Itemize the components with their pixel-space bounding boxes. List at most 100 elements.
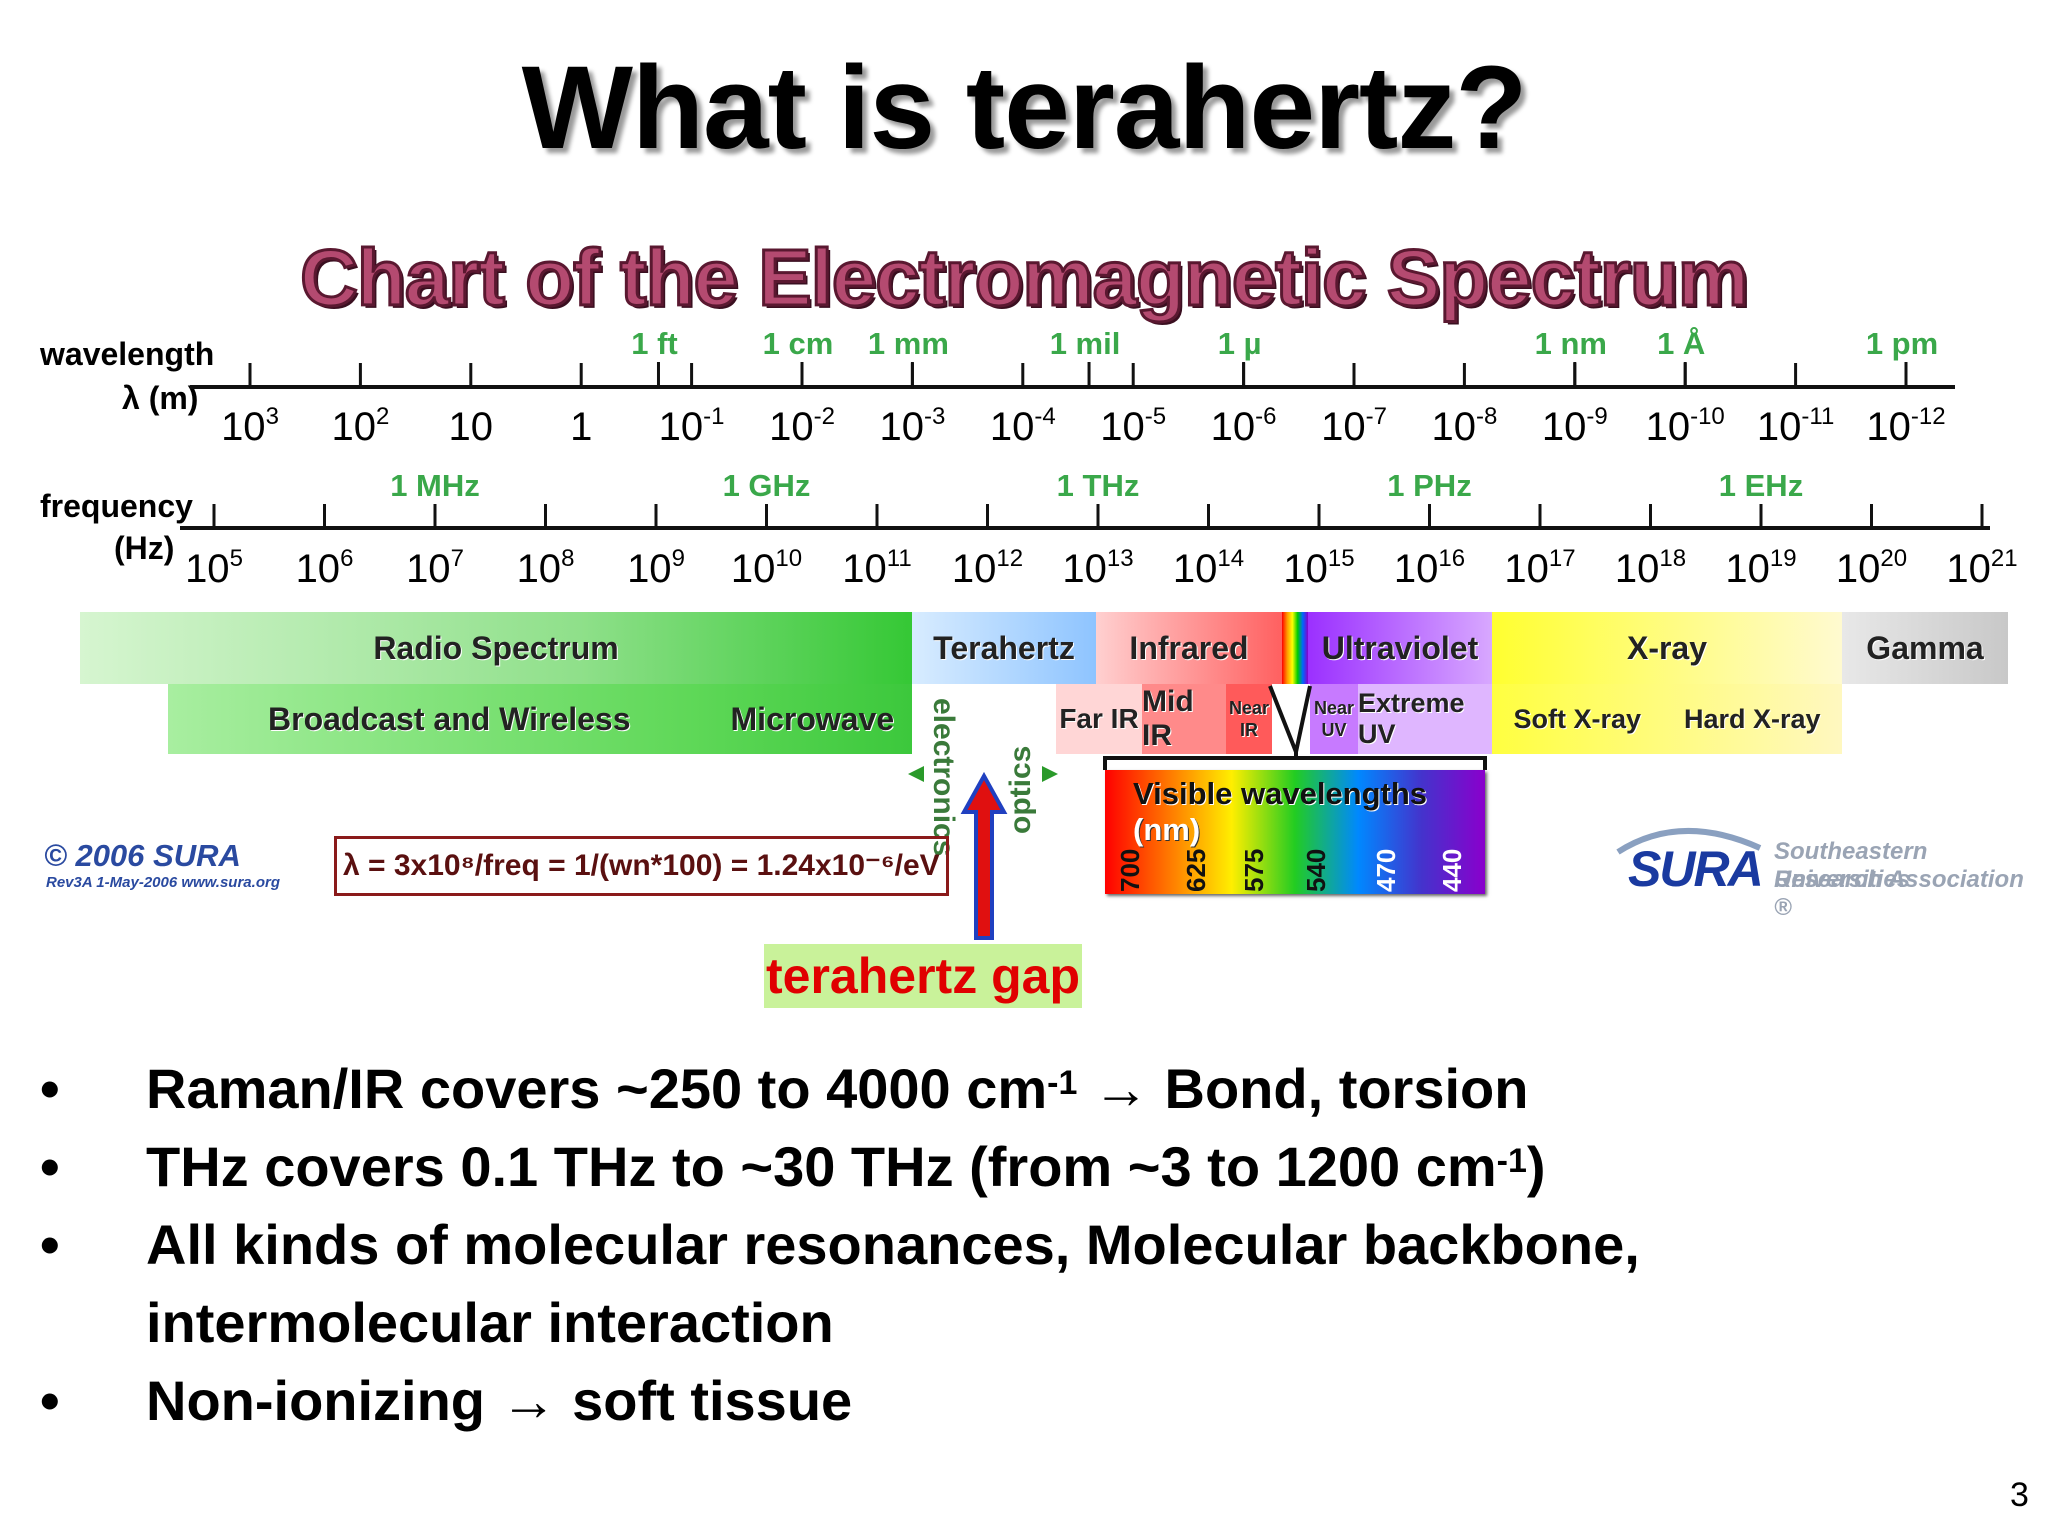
frequency-tick-label: 1013 xyxy=(1062,545,1133,591)
frequency-tick-label: 1012 xyxy=(952,545,1023,591)
bullet-item: • THz covers 0.1 THz to ~30 THz (from ~3 … xyxy=(40,1135,1546,1198)
wavelength-tick-label: 10-7 xyxy=(1321,403,1387,449)
optics-arrow-icon xyxy=(1042,766,1058,782)
wavelength-label: wavelength xyxy=(40,336,215,372)
wavelength-tick-label: 102 xyxy=(331,403,389,449)
bullet-item: • Raman/IR covers ~250 to 4000 cm-1 → Bon… xyxy=(40,1057,1529,1120)
band-near-uv: Near UV xyxy=(1310,684,1358,754)
sura-logo-line1: Southeastern Universities xyxy=(1774,838,1928,893)
wavelength-tick-label: 10-12 xyxy=(1866,403,1945,449)
wavelength-tick-label: 10-1 xyxy=(659,403,725,449)
electronics-arrow-icon xyxy=(908,766,924,782)
wavelength-tick-label: 10-11 xyxy=(1757,403,1834,449)
terahertz-gap-label: terahertz gap xyxy=(764,944,1082,1008)
wavelength-tick-label: 10-4 xyxy=(990,403,1056,449)
chart-title: Chart of the Electromagnetic Spectrum xyxy=(299,232,1751,324)
bullet-item: • Non-ionizing → soft tissue xyxy=(40,1369,853,1432)
frequency-marker-label: 1 MHz xyxy=(390,468,480,503)
wavelength-tick-label: 103 xyxy=(221,403,279,449)
band-gamma: Gamma xyxy=(1842,612,2008,684)
spectrum-scales: 103 102 10 1 10-1 10-2 10-3 10-4 10-5 10-6 10-7 10-… xyxy=(180,326,2018,591)
band-terahertz-label: Terahertz xyxy=(933,629,1075,666)
electronics-label: electronics xyxy=(927,698,960,857)
band-near-ir-label-1: Near xyxy=(1228,698,1270,718)
frequency-marker-label: 1 EHz xyxy=(1719,468,1803,503)
wavelength-tick-label: 10-9 xyxy=(1542,403,1608,449)
frequency-tick-label: 1021 xyxy=(1946,545,2017,591)
frequency-tick-label: 1019 xyxy=(1725,545,1796,591)
visible-tick-label: 625 xyxy=(1181,848,1211,892)
band-mid-ir: Mid IR xyxy=(1142,684,1226,754)
band-radio-spectrum: Radio Spectrum xyxy=(80,612,912,684)
band-extreme-uv-label: Extreme UV xyxy=(1358,688,1465,749)
band-near-ir: Near IR xyxy=(1226,684,1272,754)
bullet-list: • Raman/IR covers ~250 to 4000 cm-1 → Bon… xyxy=(40,1050,1940,1440)
wavelength-tick-label: 10-2 xyxy=(769,403,835,449)
frequency-unit-label: (Hz) xyxy=(114,530,175,566)
band-terahertz: Terahertz xyxy=(912,612,1096,684)
frequency-tick-label: 109 xyxy=(627,545,685,591)
wavelength-marker-label: 1 mil xyxy=(1050,326,1121,361)
wavelength-marker-label: 1 Å xyxy=(1657,326,1705,361)
sura-logo-icon xyxy=(1616,827,1762,855)
band-gamma-label: Gamma xyxy=(1866,629,1984,666)
visible-tick-label: 440 xyxy=(1437,848,1467,892)
visible-tick-label: 470 xyxy=(1371,848,1401,892)
visible-tick-label: 700 xyxy=(1115,848,1145,892)
band-infrared: Infrared xyxy=(1096,612,1282,684)
band-broadcast-microwave: Broadcast and Wireless Microwave xyxy=(168,684,912,754)
band-xray: X-ray xyxy=(1492,612,1842,684)
band-radio-label: Radio Spectrum xyxy=(373,629,619,666)
band-broadcast-label: Broadcast and Wireless xyxy=(268,700,631,737)
wavelength-tick-label: 10-10 xyxy=(1646,403,1725,449)
page-number: 3 xyxy=(2010,1476,2029,1514)
wavelength-tick-label: 10-8 xyxy=(1431,403,1497,449)
band-soft-xray-label: Soft X-ray xyxy=(1513,703,1641,734)
wavelength-marker-label: 1 nm xyxy=(1535,326,1607,361)
frequency-tick-label: 1010 xyxy=(731,545,802,591)
wavelength-marker-label: 1 pm xyxy=(1866,326,1938,361)
band-infrared-label: Infrared xyxy=(1129,629,1249,666)
sura-logo-text: SURA xyxy=(1628,841,1764,897)
wavelength-symbol-label: λ (m) xyxy=(122,380,199,416)
band-far-ir-label: Far IR xyxy=(1059,703,1139,734)
band-near-uv-label-2: UV xyxy=(1321,720,1347,740)
frequency-tick-label: 1016 xyxy=(1394,545,1465,591)
wavelength-tick-label: 10 xyxy=(449,405,494,449)
band-microwave-label: Microwave xyxy=(730,700,895,737)
band-xray-label: X-ray xyxy=(1626,629,1708,666)
visible-tick-label: 540 xyxy=(1301,848,1331,892)
band-ultraviolet-label: Ultraviolet xyxy=(1321,629,1479,666)
frequency-marker-label: 1 PHz xyxy=(1387,468,1471,503)
revision-text: Rev3A 1-May-2006 www.sura.org xyxy=(46,874,280,891)
wavelength-marker-label: 1 mm xyxy=(868,326,949,361)
wavelength-tick-label: 10-6 xyxy=(1211,403,1277,449)
gap-arrow-icon xyxy=(960,771,1008,940)
frequency-marker-label: 1 THz xyxy=(1057,468,1140,503)
sura-logo-line2: Research Association ® xyxy=(1774,866,2024,921)
visible-title: Visible wavelengths xyxy=(1133,776,1428,811)
band-soft-hard-xray: Soft X-ray Hard X-ray xyxy=(1492,684,1842,754)
wavelength-formula: λ = 3x10⁸/freq = 1/(wn*100) = 1.24x10⁻⁶/… xyxy=(334,836,949,896)
wavelength-tick-label: 10-5 xyxy=(1100,403,1166,449)
wavelength-marker-label: 1 ft xyxy=(631,326,678,361)
frequency-tick-label: 1017 xyxy=(1504,545,1575,591)
slide-title: What is terahertz? xyxy=(521,42,1528,174)
optics-label: optics xyxy=(1004,745,1037,834)
frequency-tick-label: 1011 xyxy=(842,545,911,591)
band-far-ir: Far IR xyxy=(1056,684,1142,754)
band-near-uv-label-1: Near xyxy=(1313,698,1355,718)
frequency-tick-label: 1020 xyxy=(1836,545,1907,591)
band-ultraviolet: Ultraviolet xyxy=(1308,612,1492,684)
copyright-text: © 2006 SURA xyxy=(44,838,241,873)
bullet-item: • All kinds of molecular resonances, Mole… xyxy=(40,1213,1640,1354)
frequency-label: frequency xyxy=(40,488,193,524)
frequency-tick-label: 107 xyxy=(406,545,464,591)
wavelength-marker-label: 1 cm xyxy=(763,326,834,361)
frequency-marker-label: 1 GHz xyxy=(723,468,811,503)
wavelength-tick-label: 1 xyxy=(570,405,592,449)
visible-strip xyxy=(1282,612,1308,684)
frequency-tick-label: 1015 xyxy=(1283,545,1354,591)
frequency-tick-label: 106 xyxy=(296,545,354,591)
band-hard-xray-label: Hard X-ray xyxy=(1683,703,1821,734)
